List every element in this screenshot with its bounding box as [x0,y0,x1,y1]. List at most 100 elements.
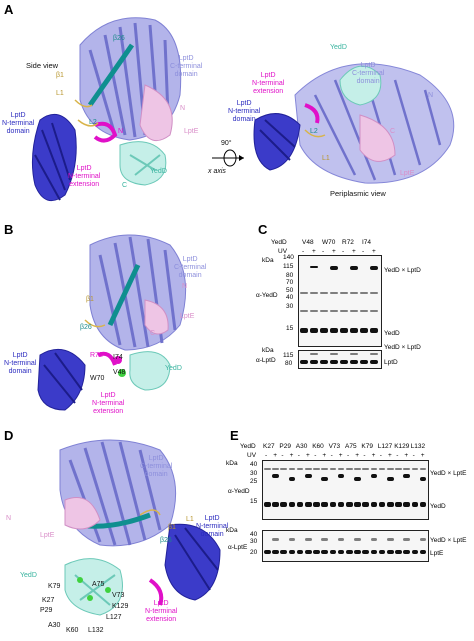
lptd-ext-label-a: LptD N-terminal extension [68,165,101,188]
gel-e-lpte-band [329,550,337,554]
gel-e-bg-band [395,468,402,470]
gel-c-lptd-band [310,360,318,364]
gel-c-bg-band [300,292,308,294]
gel-e-lpte-band [346,550,353,554]
gel-e-yedd-band [419,502,427,507]
gel-c-bg-band [370,292,378,294]
gel-c-crosslink-band [310,266,318,268]
gel-c-bg-band [360,310,368,312]
gel-e-crosslink-band [305,474,312,478]
gel-e-yedd-band [321,502,328,507]
gel-e-uv-4: - [297,452,300,459]
gel-e-yedd-band [378,502,386,507]
gel-e-uv-1: + [273,452,277,459]
gel-e-yedd-band [362,502,369,507]
gel-e-yedd-band [346,502,353,507]
gel-e-lpte-crosslink-band [354,538,361,541]
gel-c-uv-3: + [332,248,336,255]
beta1-label-a: β1 [56,72,64,79]
gel-e-yedd-band [264,502,271,507]
gel-c-yedd-band [340,328,348,333]
gel-e-bg-band [264,468,271,470]
gel-e-yedd-band [387,502,394,507]
gel-e-uv-6: - [314,452,317,459]
gel-c-lane-v48: V48 [302,239,314,246]
beta26-label-a: β26 [113,35,125,42]
i74-label: I74 [113,354,123,361]
gel-c-yedd-band [350,328,358,333]
panel-d-letter: D [4,428,14,443]
n-label-b: N [182,283,188,290]
gel-e-crosslink-band [354,477,361,481]
gel-c-lane-w70: W70 [322,239,336,246]
gel-e-yedd-band [354,502,361,507]
gel-e-bmarker-30: 30 [250,538,258,545]
residue-k129: K129 [112,603,129,610]
gel-e-uv-2: - [281,452,284,459]
gel-e-label-crosslink: YedD × LptE [430,470,467,477]
gel-c-marker-80: 80 [286,272,294,279]
gel-e-lane-A30: A30 [295,443,308,450]
gel-e-bg-band [387,468,394,470]
lptd-ext-label-d: LptD N-terminal extension [145,600,178,623]
gel-e-yedd-band [395,502,402,507]
gel-e-uv-13: + [371,452,376,459]
gel-e-kda-bottom: kDa [226,527,238,534]
gel-e-uv-label: UV [247,452,257,459]
gel-e-crosslink-band [288,477,296,481]
periplasmic-view-label: Periplasmic view [330,189,386,198]
gel-e-uv-5: + [306,452,310,459]
gel-c-lptd-band [350,360,358,364]
gel-c-label-crosslink-b: YedD × LptD [384,344,421,351]
l2-label-a-right: L2 [310,128,318,135]
gel-e-bg-band [321,468,328,470]
gel-e-kda: kDa [226,460,238,467]
gel-e-lane-K79: K79 [361,443,373,450]
gel-e-bg-band [305,468,312,470]
gel-c-uv-label: UV [278,248,288,255]
gel-e-lpte-crosslink-band [288,538,296,541]
gel-e-lpte-band [378,550,386,554]
gel-c-bg-band [350,310,358,312]
gel-c-yedd-band [370,328,378,333]
gel-e-crosslink-band [370,474,378,478]
gel-c-lptd-band [370,360,378,364]
gel-e-uv-19: + [420,452,425,459]
residue-v73: V73 [112,592,125,599]
panel-b-structure [37,234,187,411]
lptd-ext-label-b: LptD N-terminal extension [92,392,125,415]
lptd-ext-label-a-right: LptD N-terminal extension [252,72,285,95]
gel-e-bg-band [403,468,410,470]
gel-e-lpte-band [305,550,312,554]
gel-e-lpte-crosslink-band [370,538,378,541]
gel-c-bg-band [330,292,338,294]
gel-e-lpte-band [419,550,427,554]
residue-a30: A30 [48,622,61,629]
gel-e-marker-15: 15 [250,498,258,505]
l2-label-a: L2 [89,119,97,126]
gel-c-lptd-crosslink-band [310,353,318,355]
gel-e-crosslink-band [337,474,345,478]
lptd-c-label-a-right: LptD C-terminal domain [352,62,385,85]
gel-e-yedd-band [280,502,287,507]
lptd-c-label-a: LptD C-terminal domain [170,55,203,78]
w70-label: W70 [90,375,105,382]
lptd-n-label-a: LptD N-terminal domain [2,112,35,135]
gel-c-lptd-band [360,360,368,364]
gel-c-uv-4: - [342,248,345,255]
gel-c-uv-1: + [312,248,316,255]
c-label-b: C [150,330,156,337]
gel-e-yedd-band [272,502,279,507]
gel-e-lane-L127: L127 [377,443,393,450]
lptd-n-label-a-right: LptD N-terminal domain [228,100,261,123]
gel-c-crosslink-band [370,266,378,270]
gel-e-marker-40: 40 [250,461,258,468]
gel-c-alpha-lptd: α-LptD [256,357,276,364]
gel-e-crosslink-band [272,474,279,478]
gel-e-uv-3: + [289,452,294,459]
gel-c-lane-i74: I74 [362,239,372,246]
gel-e-label-yedd: YedD [430,503,446,510]
gel-e-uv-16: - [396,452,399,459]
gel-c-marker-115: 115 [283,263,294,270]
rotation-label: 90° [221,140,232,147]
